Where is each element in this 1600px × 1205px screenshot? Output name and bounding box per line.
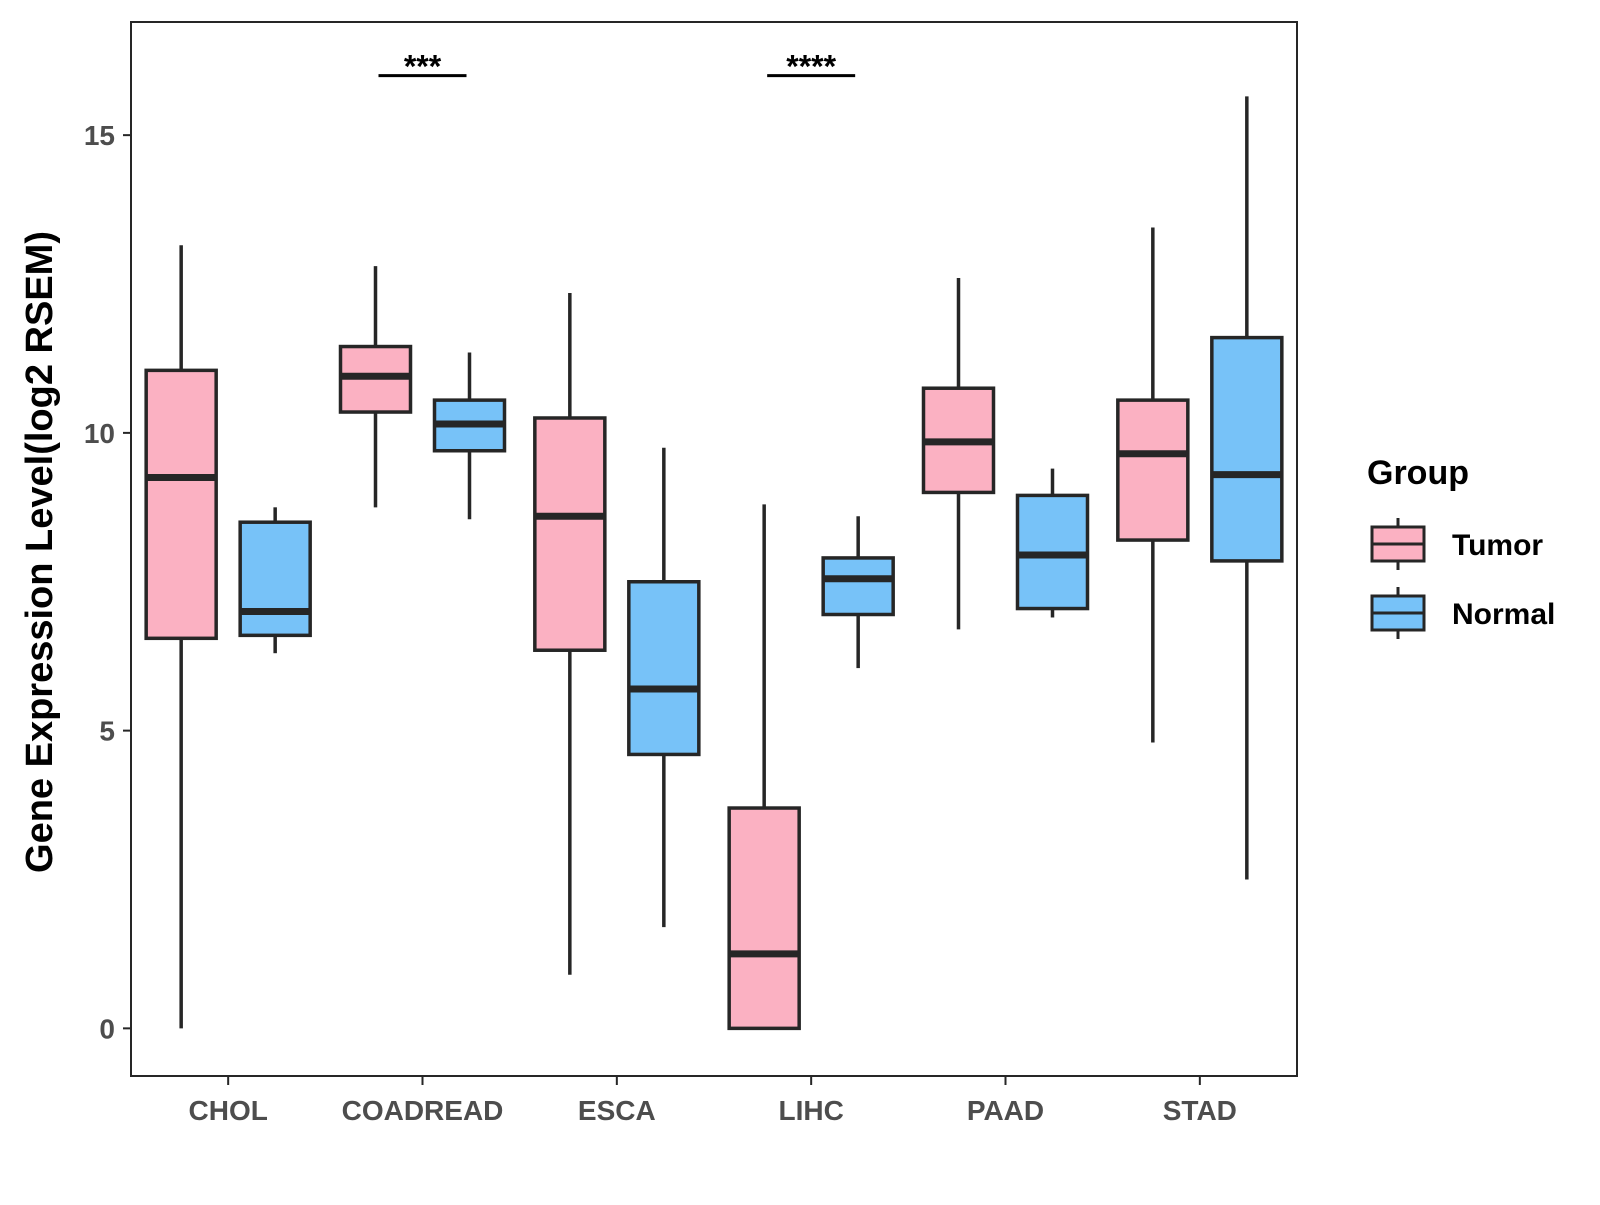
x-tick-label: PAAD [967,1095,1044,1126]
box-tumor-lihc [727,504,801,1031]
box-body [727,806,801,1031]
x-tick-label: ESCA [578,1095,656,1126]
y-tick-label: 0 [99,1013,115,1044]
significance-label: **** [786,49,836,85]
legend-label: Tumor [1452,529,1543,562]
box-body [238,520,312,638]
legend: Group Tumor Normal [1367,454,1555,639]
box-tumor-chol [144,245,218,1029]
y-axis-title: Gene Expression Level(log2 RSEM) [19,231,61,873]
box-normal-chol [238,507,312,654]
x-tick-label: COADREAD [342,1095,504,1126]
axes: 0 5 10 15 CHOL COADREAD ESCA LIHC PAAD STAD [84,21,1298,1126]
box-body [627,580,701,757]
box-normal-esca [627,447,701,928]
x-tick-label: STAD [1163,1095,1237,1126]
y-tick-label: 5 [99,716,115,747]
box-body [1210,335,1284,563]
box-body [821,556,895,617]
legend-key-normal [1370,587,1426,639]
box-body [533,416,607,652]
legend-label: Normal [1452,598,1555,631]
legend-key-tumor [1370,518,1426,570]
box-body [1116,398,1190,542]
legend-title: Group [1367,454,1469,492]
plot-border [130,21,1298,1077]
box-normal-paad [1015,468,1090,618]
plot-area: *** **** [144,49,1284,1031]
box-tumor-esca [533,292,607,975]
y-tick-label: 10 [84,418,115,449]
box-body [144,368,218,641]
box-tumor-paad [921,278,996,630]
box-normal-lihc [821,516,895,669]
box-tumor-stad [1116,227,1190,743]
x-tick-label: CHOL [189,1095,268,1126]
significance-label: *** [404,49,442,85]
box-tumor-coadread [338,266,413,508]
box-normal-coadread [432,352,507,520]
box-normal-stad [1210,96,1284,880]
x-tick-label: LIHC [779,1095,844,1126]
y-tick-label: 15 [84,120,115,151]
